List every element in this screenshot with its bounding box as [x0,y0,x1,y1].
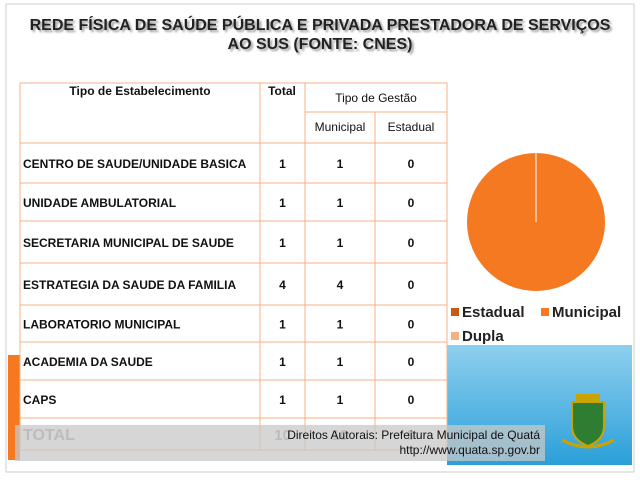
slide-title: REDE FÍSICA DE SAÚDE PÚBLICA E PRIVADA P… [30,15,611,34]
table-cell: 0 [408,393,415,407]
table-cell: 0 [408,318,415,332]
table-cell: 0 [408,196,415,210]
table-cell: 4 [279,278,286,292]
table-cell: Total [268,84,296,98]
table-cell: 1 [337,355,344,369]
table-cell: 1 [279,236,286,250]
legend-swatch [541,308,549,316]
table-frame [19,82,448,451]
table-cell: 1 [337,157,344,171]
table-cell: 1 [337,236,344,250]
table-cell: 1 [337,196,344,210]
legend-label: Municipal [552,304,621,321]
table-cell: 1 [279,196,286,210]
table-cell: 1 [337,318,344,332]
table-cell: 1 [337,393,344,407]
table-cell: Tipo de Estabelecimento [69,84,210,98]
table-cell: 1 [279,393,286,407]
table-cell: 4 [337,278,344,292]
footer-text: http://www.quata.sp.gov.br [399,443,540,457]
table-cell: Municipal [315,120,366,134]
table-cell: UNIDADE AMBULATORIAL [23,196,176,210]
table-cell: 1 [279,318,286,332]
legend-label: Dupla [462,328,504,345]
crest [561,394,615,449]
table-cell: Tipo de Gestão [335,91,417,105]
slide-frame [5,3,635,473]
slide-title: AO SUS (FONTE: CNES) [228,36,413,53]
table-cell: LABORATORIO MUNICIPAL [23,318,180,332]
table-cell: ACADEMIA DA SAUDE [23,355,153,369]
table-cell: SECRETARIA MUNICIPAL DE SAUDE [23,236,234,250]
table-cell: CENTRO DE SAUDE/UNIDADE BASICA [23,157,247,171]
legend-swatch [451,332,459,340]
footer-text: Direitos Autorais: Prefeitura Municipal … [287,428,540,442]
table-cell: Estadual [388,120,435,134]
table-cell: 0 [408,157,415,171]
table-cell: 1 [279,157,286,171]
footer-band [15,425,545,461]
table-cell: 0 [408,236,415,250]
table-cell: 0 [408,278,415,292]
table-cell: 1 [279,355,286,369]
table-cell: ESTRATEGIA DA SAUDE DA FAMILIA [23,278,236,292]
legend-label: Estadual [462,304,525,321]
table-cell: 0 [408,355,415,369]
legend-swatch [451,308,459,316]
table-cell: CAPS [23,393,56,407]
